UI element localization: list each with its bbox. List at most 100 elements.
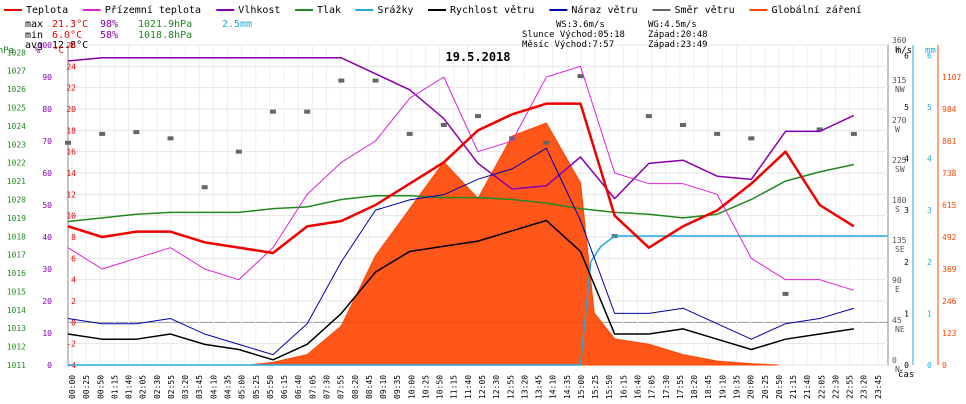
x-tick-label: 19:35 <box>732 375 741 399</box>
wind-dir-point <box>714 131 721 136</box>
rain-tick-label: 0 <box>927 361 932 370</box>
legend-label: Rychlost větru <box>450 4 534 16</box>
stat-max-label: max <box>25 19 43 30</box>
legend-label: Srážky <box>377 4 413 16</box>
x-tick-label: 10:25 <box>421 375 430 399</box>
pressure-tick-label: 1022 <box>7 159 26 168</box>
wind-speed-tick-label: 0 <box>904 361 909 370</box>
wind-speed-unit-label: m/s <box>896 46 912 56</box>
x-tick-label: 06:15 <box>280 375 289 399</box>
stat-max-temp: 21.3°C <box>52 19 88 30</box>
x-tick-label: 15:25 <box>591 375 600 399</box>
x-tick-label: 23:20 <box>860 375 869 399</box>
wind-dir-point <box>338 78 345 83</box>
x-tick-label: 07:30 <box>322 375 331 399</box>
legend-label: Náraz větru <box>571 4 637 16</box>
x-tick-label: 17:05 <box>648 375 657 399</box>
stat-max-press: 1021.9hPa <box>138 19 192 30</box>
pressure-tick-label: 1019 <box>7 214 26 223</box>
wind-speed-tick-label: 5 <box>904 103 909 112</box>
wind-dir-point <box>440 123 447 127</box>
temperature-tick-label: 16 <box>66 148 76 157</box>
temperature-tick-label: 24 <box>66 62 76 71</box>
pressure-tick-label: 1012 <box>7 343 26 352</box>
temperature-tick-label: 20 <box>66 105 76 114</box>
x-tick-label: 02:30 <box>153 375 162 399</box>
temperature-tick-label: 14 <box>66 169 76 178</box>
series-line-rychlost-větru <box>67 219 854 361</box>
stat-min-hum: 58% <box>100 30 118 41</box>
stat-avg-label: avg <box>25 40 43 51</box>
temperature-tick-label: 8 <box>71 233 76 242</box>
wind-dir-point <box>850 131 857 136</box>
x-tick-label: 07:05 <box>308 375 317 399</box>
wind-dir-point <box>372 78 379 83</box>
wind-dir-tick-label: 45 <box>892 316 902 325</box>
humidity-unit-label: % <box>35 46 41 56</box>
wind-dir-point <box>133 130 140 135</box>
x-tick-label: 22:55 <box>846 375 855 399</box>
stat-min-label: min <box>25 30 43 41</box>
x-tick-label: 15:50 <box>605 375 614 399</box>
wind-dir-point <box>577 74 584 79</box>
wind-dir-point <box>680 123 686 127</box>
x-tick-label: 01:15 <box>110 375 119 399</box>
rain-unit-label: mm <box>925 46 936 56</box>
stat-max-rain: 2.5mm <box>222 19 252 30</box>
wind-dir-point <box>748 136 755 141</box>
wind-dir-point <box>782 291 789 296</box>
pressure-tick-label: 1017 <box>7 251 26 260</box>
x-tick-label: 07:55 <box>337 375 346 399</box>
x-tick-label: 13:20 <box>520 375 529 399</box>
series-area-radiation <box>249 122 779 366</box>
pressure-tick-label: 1025 <box>7 104 26 113</box>
x-tick-label: 13:45 <box>535 375 544 399</box>
radiation-tick-label: 861 <box>942 137 957 146</box>
info-sun-set: Západ:20:48 <box>648 30 708 40</box>
radiation-tick-label: 1107 <box>942 73 961 82</box>
x-tick-label: 15:00 <box>577 375 586 399</box>
radiation-tick-label: 123 <box>942 329 957 338</box>
radiation-tick-label: 615 <box>942 201 957 210</box>
wind-dir-tick-label: 135 <box>892 236 907 245</box>
wind-dir-compass-label: SE <box>895 245 905 254</box>
humidity-tick-label: 10 <box>42 329 52 338</box>
wind-dir-point <box>304 109 311 114</box>
wind-dir-point <box>509 136 516 141</box>
temperature-tick-label: 4 <box>71 276 76 285</box>
temperature-tick-label: 12 <box>66 190 76 199</box>
pressure-tick-label: 1018 <box>7 232 26 241</box>
temperature-tick-label: 0 <box>71 318 76 327</box>
info-sun-rise: Slunce Východ:05:18 <box>522 30 625 40</box>
x-tick-label: 16:40 <box>634 375 643 399</box>
x-tick-label: 19:10 <box>718 375 727 399</box>
humidity-tick-label: 90 <box>42 73 52 82</box>
wind-dir-point <box>270 109 276 114</box>
temperature-tick-label: 18 <box>66 126 76 135</box>
pressure-tick-label: 1023 <box>7 140 26 149</box>
rain-tick-label: 3 <box>927 206 932 215</box>
x-tick-label: 10:50 <box>436 375 445 399</box>
wind-dir-point <box>816 127 823 132</box>
humidity-tick-label: 40 <box>42 233 52 242</box>
wind-dir-point <box>201 185 208 190</box>
wind-dir-tick-label: 315 <box>892 76 907 85</box>
pressure-tick-label: 1011 <box>7 361 26 370</box>
radiation-tick-label: 738 <box>942 169 957 178</box>
humidity-tick-label: 20 <box>42 297 52 306</box>
temperature-tick-label: 6 <box>71 254 76 263</box>
x-tick-label: 00:50 <box>96 375 105 399</box>
humidity-tick-label: 60 <box>42 169 52 178</box>
x-tick-label: 00:25 <box>82 375 91 399</box>
x-tick-label: 18:20 <box>690 375 699 399</box>
x-tick-label: 09:35 <box>393 375 402 399</box>
pressure-tick-label: 1027 <box>7 67 26 76</box>
x-tick-label: 04:10 <box>209 375 218 399</box>
x-tick-label: 23:45 <box>874 375 883 399</box>
x-tick-label: 21:15 <box>789 375 798 399</box>
pressure-tick-label: 1021 <box>7 177 26 186</box>
legend-label: Tlak <box>317 5 341 16</box>
radiation-tick-label: 492 <box>942 233 957 242</box>
x-tick-label: 10:00 <box>407 375 416 399</box>
